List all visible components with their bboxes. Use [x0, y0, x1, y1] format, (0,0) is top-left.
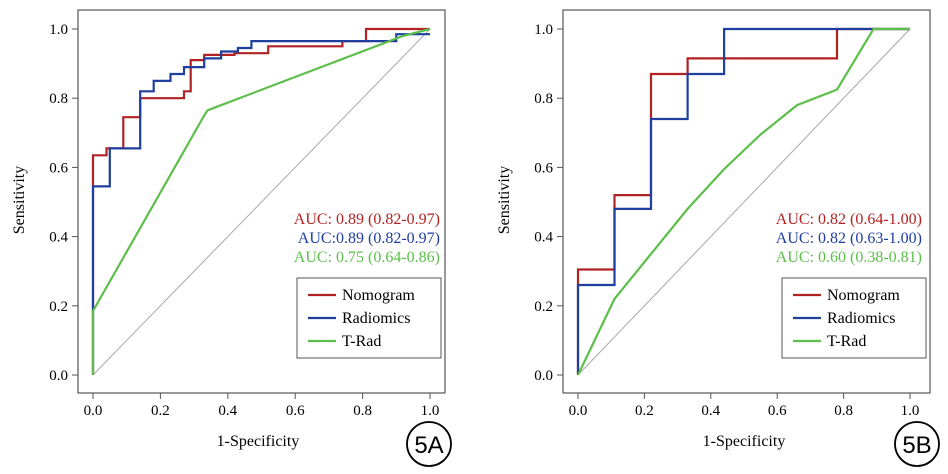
y-tick-label: 0.8 [534, 91, 553, 107]
series-line-t-rad [577, 27, 910, 376]
y-tick-label: 1.0 [534, 22, 553, 38]
x-tick-label: 0.6 [286, 403, 305, 419]
y-tick-label: 0.2 [534, 299, 553, 315]
panel-badge-circle [406, 421, 452, 467]
axes: 0.0 0.2 0.4 0.6 0.8 1.0 0.0 0.2 0.4 0.6 0.8 1.0 [534, 22, 919, 419]
x-tick-label: 0.2 [151, 403, 170, 419]
legend: Nomogram Radiomics T-Rad [296, 277, 442, 359]
legend-label-radiomics: Radiomics [827, 310, 895, 327]
legend: Nomogram Radiomics T-Rad [781, 277, 927, 359]
series-line-nomogram [91, 27, 430, 375]
panel-5a: 0.0 0.2 0.4 0.6 0.8 1.0 0.0 0.2 0.4 0.6 0.8 1.0 1-S… [11, 9, 452, 467]
legend-label-nomogram: Nomogram [342, 287, 415, 304]
auc-label-radiomics: AUC:0.89 (0.82-0.97) [298, 230, 440, 247]
y-axis-title: Sensitivity [11, 166, 28, 234]
y-axis-title: Sensitivity [496, 166, 513, 234]
x-axis-title: 1-Specificity [217, 433, 300, 450]
legend-label-trad: T-Rad [827, 333, 866, 350]
y-tick-label: 0.6 [534, 160, 553, 176]
y-tick-label: 0.4 [49, 230, 68, 246]
series-line-radiomics [91, 33, 430, 375]
legend-label-nomogram: Nomogram [827, 287, 900, 304]
x-tick-label: 1.0 [421, 403, 440, 419]
legend-label-trad: T-Rad [342, 333, 381, 350]
auc-label-nomogram: AUC: 0.82 (0.64-1.00) [776, 211, 922, 228]
roc-curves [576, 27, 910, 376]
x-tick-label: 0.0 [84, 403, 103, 419]
y-tick-label: 0.6 [49, 160, 68, 176]
x-tick-label: 0.8 [353, 403, 372, 419]
x-tick-label: 1.0 [901, 403, 920, 419]
y-tick-label: 0.2 [49, 299, 68, 315]
diagonal-line [577, 28, 911, 376]
y-tick-label: 0.8 [49, 91, 68, 107]
plot-frame [77, 9, 446, 394]
auc-label-trad: AUC: 0.75 (0.64-0.86) [294, 249, 440, 266]
x-axis-title: 1-Specificity [703, 433, 786, 450]
series-line-radiomics [576, 27, 910, 375]
axes: 0.0 0.2 0.4 0.6 0.8 1.0 0.0 0.2 0.4 0.6 0.8 1.0 [49, 22, 439, 419]
panel-badge-label: 5B [902, 432, 931, 459]
panel-badge-circle [894, 421, 940, 467]
panel-badge-5b: 5B [894, 421, 940, 467]
plot-frame [562, 9, 931, 394]
x-tick-label: 0.2 [635, 403, 654, 419]
y-tick-label: 0.0 [49, 368, 68, 384]
x-tick-label: 0.6 [768, 403, 787, 419]
x-tick-label: 0.0 [569, 403, 588, 419]
roc-curves [91, 27, 431, 375]
auc-label-radiomics: AUC: 0.82 (0.63-1.00) [776, 230, 922, 247]
reference-diagonal [92, 28, 431, 376]
x-tick-label: 0.4 [701, 403, 720, 419]
series-line-nomogram [576, 27, 910, 375]
panel-5b: 0.0 0.2 0.4 0.6 0.8 1.0 0.0 0.2 0.4 0.6 0.8 1.0 1-S… [496, 9, 940, 467]
series-line-t-rad [91, 27, 431, 375]
legend-label-radiomics: Radiomics [342, 310, 410, 327]
auc-label-trad: AUC: 0.60 (0.38-0.81) [776, 249, 922, 266]
reference-diagonal [577, 28, 911, 376]
panel-badge-label: 5A [414, 432, 443, 459]
y-tick-label: 0.4 [534, 230, 553, 246]
auc-label-nomogram: AUC: 0.89 (0.82-0.97) [294, 211, 440, 228]
diagonal-line [92, 28, 431, 376]
y-tick-label: 0.0 [534, 368, 553, 384]
panel-badge-5a: 5A [406, 421, 452, 467]
y-tick-label: 1.0 [49, 22, 68, 38]
x-tick-label: 0.8 [834, 403, 853, 419]
x-tick-label: 0.4 [218, 403, 237, 419]
